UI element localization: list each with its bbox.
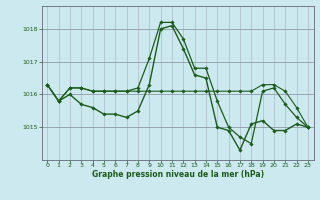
X-axis label: Graphe pression niveau de la mer (hPa): Graphe pression niveau de la mer (hPa): [92, 170, 264, 179]
